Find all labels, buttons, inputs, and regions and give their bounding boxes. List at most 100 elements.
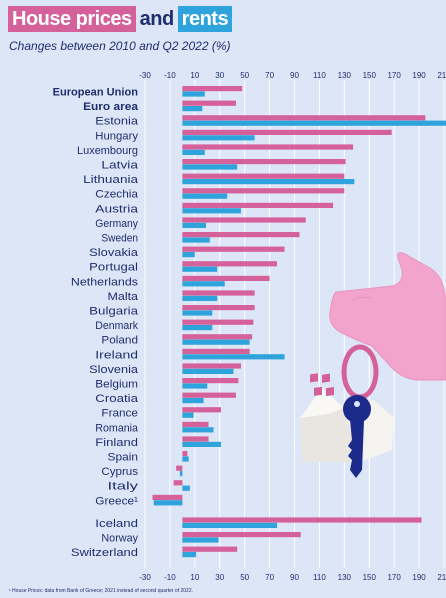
bar-rents (182, 456, 189, 462)
bar-rents (182, 281, 225, 287)
bar-rents (182, 552, 197, 558)
x-tick-label-top: 110 (313, 71, 326, 80)
bar-house-prices (182, 421, 209, 427)
bar-rents (182, 120, 446, 126)
category-label: Lithuania (83, 174, 139, 186)
bar-house-prices (182, 115, 426, 121)
bar-rents (182, 485, 190, 491)
bar-rents (182, 237, 210, 243)
bar-house-prices (182, 334, 253, 340)
category-label: Slovenia (89, 364, 139, 376)
house-window-icon (326, 387, 334, 397)
key-head-icon (343, 395, 371, 423)
bar-house-prices (182, 436, 209, 442)
category-label: Finland (95, 437, 138, 449)
bar-house-prices (182, 407, 221, 413)
category-label: European Union (53, 87, 139, 99)
category-label: Greece¹ (95, 495, 138, 507)
category-label: Denmark (95, 320, 138, 332)
key-ring-icon (341, 344, 379, 400)
category-label: Euro area (83, 101, 139, 113)
hand-finger-line (351, 296, 373, 301)
x-tick-label-top: -30 (139, 71, 151, 80)
x-tick-label-bottom: -30 (139, 573, 151, 582)
category-label: Poland (101, 335, 138, 347)
bar-rents (182, 427, 214, 433)
bar-house-prices (182, 305, 255, 311)
bar-rents (182, 441, 221, 447)
bar-house-prices (182, 275, 270, 281)
bar-house-prices (182, 348, 250, 354)
bar-house-prices (176, 465, 183, 471)
title-house-prices: House prices (8, 6, 136, 32)
x-tick-label-top: 130 (338, 71, 352, 80)
x-tick-label-bottom: 90 (290, 573, 299, 582)
category-label: Norway (101, 533, 138, 545)
chart-bars (152, 86, 446, 558)
bar-house-prices (182, 378, 239, 384)
x-tick-label-bottom: 130 (338, 573, 352, 582)
x-tick-label-bottom: 190 (412, 573, 426, 582)
category-label: Slovakia (89, 247, 139, 259)
bar-house-prices (182, 86, 243, 92)
bar-house-prices (182, 202, 334, 208)
x-tick-label-top: 30 (215, 71, 224, 80)
bar-rents (182, 252, 195, 258)
x-tick-label-bottom: 110 (313, 573, 326, 582)
category-label: Malta (108, 291, 139, 303)
x-tick-label-top: -10 (164, 71, 176, 80)
x-tick-label-top: 150 (363, 71, 377, 80)
bar-rents (182, 222, 207, 228)
hand-with-key-illustration (300, 252, 446, 478)
bar-house-prices (182, 392, 236, 398)
x-tick-label-bottom: 70 (265, 573, 274, 582)
category-label: Bulgaria (89, 306, 139, 318)
category-label: Sweden (101, 233, 138, 245)
bar-house-prices (152, 494, 183, 500)
x-tick-label-top: 90 (290, 71, 299, 80)
x-tick-label-bottom: 50 (240, 573, 249, 582)
bar-rents (182, 339, 250, 345)
category-label: Austria (95, 203, 139, 215)
bar-house-prices (182, 100, 236, 106)
bar-house-prices (182, 517, 422, 523)
x-tick-label-bottom: 150 (363, 573, 377, 582)
category-label: Iceland (95, 518, 138, 530)
bar-rents (182, 522, 278, 528)
house-window-icon (310, 373, 318, 383)
bar-rents (182, 149, 205, 155)
category-label: Belgium (95, 379, 138, 391)
bar-rents (182, 537, 219, 543)
chart-grid (144, 80, 445, 568)
bar-house-prices (182, 319, 254, 325)
bar-house-prices (182, 246, 285, 252)
bar-rents (179, 471, 183, 477)
x-tick-label-bottom: 170 (387, 573, 401, 582)
bar-rents (182, 354, 285, 360)
x-tick-label-top: 170 (387, 71, 401, 80)
x-axis-bottom: -30 -10 10 30 50 70 90 110 130 150 170 190 210 (139, 573, 446, 582)
category-label: Croatia (95, 393, 139, 405)
bar-house-prices (182, 173, 345, 179)
hand-illustration (329, 252, 446, 381)
category-labels: European Union Euro area Estonia Hungary Lux… (53, 87, 139, 560)
category-label: Cyprus (101, 466, 138, 478)
bar-house-prices (182, 363, 241, 369)
category-label: Portugal (89, 262, 138, 274)
x-tick-label-bottom: 10 (190, 573, 199, 582)
category-label: Netherlands (71, 276, 139, 288)
bar-house-prices (173, 480, 183, 486)
bar-house-prices (182, 217, 306, 223)
bar-rents (182, 193, 228, 199)
bar-house-prices (182, 159, 346, 165)
bar-house-prices (182, 261, 278, 267)
x-tick-label-bottom: -10 (164, 573, 176, 582)
x-tick-label-top: 10 (190, 71, 199, 80)
bar-rents (182, 266, 218, 272)
house-window-icon (314, 386, 322, 396)
category-label: Switzerland (71, 547, 138, 559)
bar-rents (182, 368, 234, 374)
bar-rents (182, 179, 355, 185)
x-axis-top: -30 -10 10 30 50 70 90 110 130 150 170 190 210 (139, 71, 446, 80)
